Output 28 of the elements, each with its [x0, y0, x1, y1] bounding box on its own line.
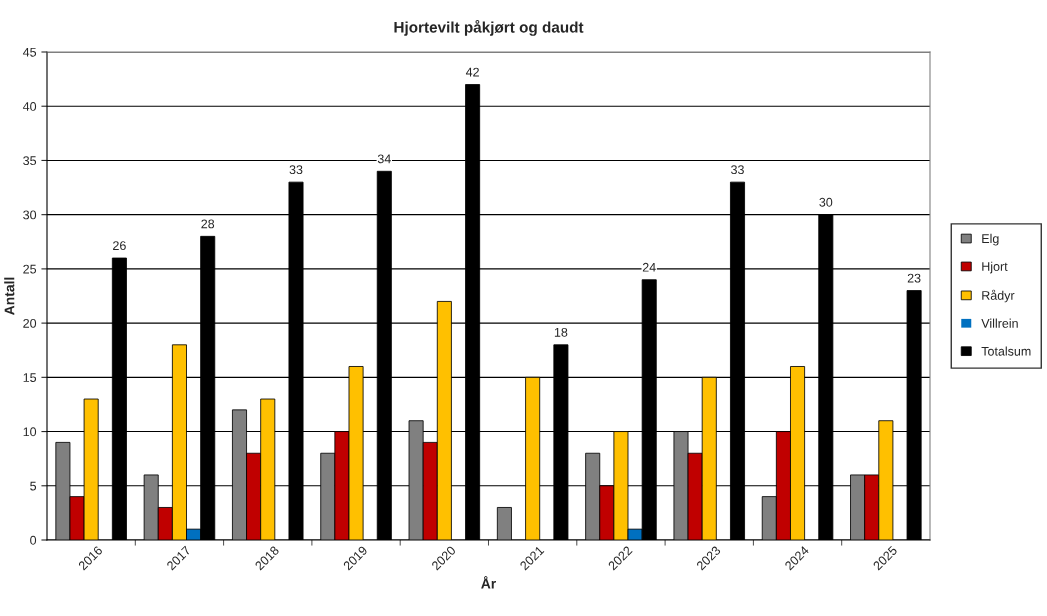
y-tick-label: 20 [23, 318, 37, 328]
data-label: 24 [642, 262, 656, 272]
legend-label: Rådyr [982, 289, 1015, 303]
data-label: 28 [201, 219, 215, 229]
legend-label: Villrein [981, 318, 1018, 328]
legend-label: Elg [982, 233, 999, 246]
data-label: 26 [113, 241, 126, 251]
data-label: 42 [465, 67, 479, 77]
y-tick-label: 25 [23, 264, 37, 274]
data-label: 30 [819, 197, 833, 207]
legend-label: Totalsum [981, 346, 1031, 356]
data-label: 23 [907, 273, 921, 283]
y-tick-label: 35 [23, 156, 37, 166]
chart-title: Hjortevilt påkjørt og daudt [394, 19, 584, 36]
x-axis-title: År [481, 576, 497, 589]
y-axis-title: Antall [4, 277, 15, 315]
legend-label: Hjort [982, 261, 1008, 274]
y-tick-label: 40 [22, 102, 37, 111]
y-tick-label: 45 [22, 47, 37, 57]
data-label: 33 [289, 165, 303, 175]
y-tick-label: 5 [30, 481, 37, 491]
y-tick-label: 0 [30, 535, 37, 545]
y-tick-label: 30 [23, 210, 37, 220]
y-tick-label: 10 [23, 427, 37, 437]
data-label: 18 [554, 327, 568, 337]
y-tick-label: 15 [23, 373, 37, 382]
data-label: 33 [731, 165, 744, 175]
data-label: 34 [377, 154, 391, 164]
